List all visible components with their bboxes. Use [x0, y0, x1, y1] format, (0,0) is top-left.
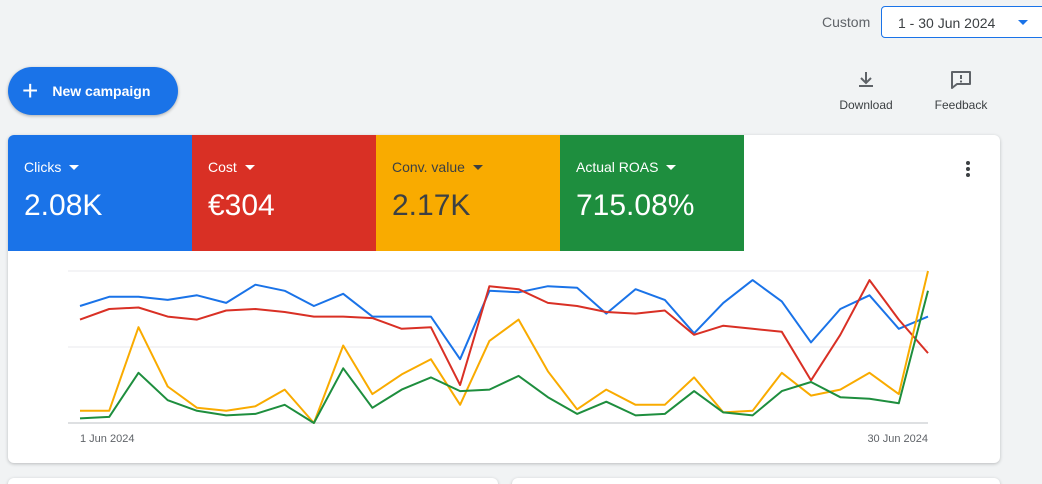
metric-label: Cost	[208, 159, 237, 175]
metric-label: Actual ROAS	[576, 159, 659, 175]
metric-label: Conv. value	[392, 159, 465, 175]
caret-down-icon	[1018, 20, 1028, 25]
metric-value: €304	[208, 189, 275, 222]
date-range-value: 1 - 30 Jun 2024	[898, 15, 996, 31]
series-line-clicks	[79, 279, 929, 361]
metric-tile-clicks[interactable]: Clicks 2.08K	[8, 135, 192, 251]
metric-tile-conv-value[interactable]: Conv. value 2.17K	[376, 135, 560, 251]
performance-card: Clicks 2.08K Cost €304 Conv. value 2.17K…	[8, 135, 1000, 463]
line-chart: 1 Jun 2024 30 Jun 2024	[68, 270, 929, 445]
metric-value: 2.17K	[392, 189, 471, 222]
x-tick-label-end: 30 Jun 2024	[867, 433, 928, 445]
metric-tile-cost[interactable]: Cost €304	[192, 135, 376, 251]
feedback-label: Feedback	[934, 98, 988, 112]
new-campaign-button[interactable]: + New campaign	[8, 67, 178, 115]
metric-value: 715.08%	[576, 189, 695, 222]
date-range-select[interactable]: 1 - 30 Jun 2024	[881, 6, 1042, 38]
metric-tiles: Clicks 2.08K Cost €304 Conv. value 2.17K…	[8, 135, 744, 251]
dropdown-arrow-icon	[69, 164, 80, 170]
download-label: Download	[839, 98, 893, 112]
metric-tile-actual-roas[interactable]: Actual ROAS 715.08%	[560, 135, 744, 251]
bottom-card-right	[512, 478, 1000, 484]
top-bar: Custom 1 - 30 Jun 2024	[0, 0, 1042, 50]
x-tick-label-start: 1 Jun 2024	[80, 433, 134, 445]
dropdown-arrow-icon	[244, 164, 255, 170]
new-campaign-label: New campaign	[52, 83, 151, 99]
range-label: Custom	[822, 14, 871, 30]
metric-label: Clicks	[24, 159, 62, 175]
metric-value: 2.08K	[24, 189, 103, 222]
series-line-actual-roas	[79, 290, 929, 424]
series-line-cost	[79, 279, 929, 386]
dropdown-arrow-icon	[666, 164, 677, 170]
dropdown-arrow-icon	[472, 164, 483, 170]
feedback-button[interactable]: Feedback	[928, 70, 994, 112]
download-button[interactable]: Download	[836, 70, 896, 112]
feedback-icon	[951, 71, 971, 89]
download-icon	[859, 72, 873, 87]
plus-icon: +	[22, 75, 39, 106]
more-vert-icon[interactable]	[958, 161, 978, 183]
series-line-conv-value	[80, 270, 929, 424]
bottom-card-left	[8, 478, 498, 484]
